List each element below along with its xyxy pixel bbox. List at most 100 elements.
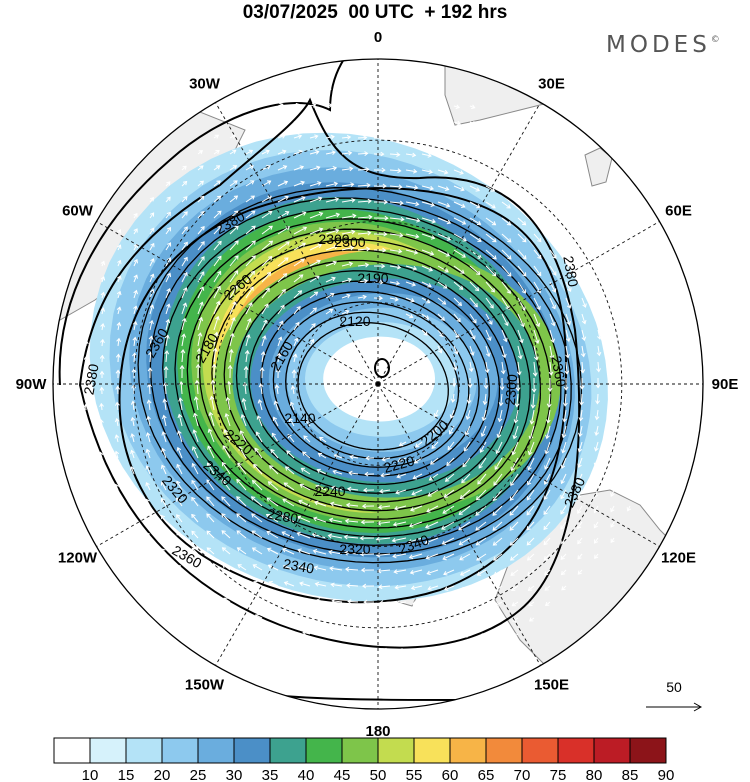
wind-vector-head <box>181 317 187 323</box>
wind-vector-head <box>613 268 618 273</box>
wind-vector <box>597 233 603 240</box>
wind-vector <box>251 530 263 539</box>
wind-vector <box>411 489 423 495</box>
wind-vector-head <box>521 204 526 209</box>
wind-vector-head <box>191 446 197 451</box>
wind-vector-head <box>270 614 275 619</box>
wind-vector <box>229 285 238 299</box>
wind-vector <box>221 479 231 491</box>
colorbar-tick-25: 25 <box>190 767 207 782</box>
wind-vector <box>318 453 327 459</box>
wind-vector-head <box>215 149 220 155</box>
wind-vector <box>273 417 279 427</box>
wind-vector-head <box>425 555 430 560</box>
wind-vector-head <box>506 187 511 192</box>
wind-vector <box>341 262 353 267</box>
wind-vector-head <box>240 414 246 419</box>
wind-vector-head <box>551 305 556 310</box>
wind-vector-head <box>176 446 182 452</box>
wind-vector-head <box>485 352 491 358</box>
wind-vector-head <box>544 601 550 606</box>
wind-vector-head <box>597 319 603 324</box>
wind-vector-head <box>499 386 505 391</box>
wind-vector-head <box>460 269 465 274</box>
wind-vector-head <box>415 443 420 448</box>
wind-vector-head <box>464 648 469 654</box>
wind-vector-head <box>343 550 349 556</box>
wind-vector <box>469 345 474 356</box>
wind-vector-head <box>380 616 385 621</box>
wind-vector-head <box>177 581 182 586</box>
wind-vector-head <box>217 240 222 246</box>
wind-vector-head <box>462 237 467 242</box>
wind-vector-head <box>191 462 196 468</box>
wind-vector-head <box>383 663 389 669</box>
wind-vector <box>297 549 311 555</box>
contour-label-text: 2240 <box>314 483 345 499</box>
wind-vector <box>389 297 399 301</box>
wind-vector <box>117 338 120 347</box>
wind-vector <box>177 447 183 459</box>
wind-vector <box>517 233 527 243</box>
wind-vector-head <box>398 442 404 447</box>
wind-vector <box>245 318 251 331</box>
wind-vector <box>146 549 151 555</box>
wind-vector-head <box>392 103 398 109</box>
wind-vector-head <box>443 284 448 289</box>
wind-vector <box>437 201 450 207</box>
wind-vector <box>595 425 599 436</box>
wind-vector <box>533 297 541 310</box>
wind-vector-head <box>482 400 488 406</box>
wind-vector-head <box>460 586 466 592</box>
wind-vector-head <box>446 236 452 241</box>
wind-vector <box>213 256 222 267</box>
wind-vector <box>501 217 511 226</box>
wind-vector-head <box>382 183 387 189</box>
wind-vector-head <box>255 431 260 436</box>
wind-vector <box>509 521 519 531</box>
wind-vector <box>261 195 272 203</box>
wind-vector-head <box>282 498 287 503</box>
copyright-mark: © <box>710 35 720 45</box>
wind-vector-head <box>177 413 183 419</box>
wind-vector-head <box>441 300 447 305</box>
wind-vector-head <box>317 243 323 248</box>
wind-vector <box>597 249 603 257</box>
wind-vector <box>309 275 320 283</box>
wind-vector <box>285 466 295 475</box>
colorbar-swatch-8 <box>341 737 379 764</box>
wind-vector <box>627 489 631 496</box>
wind-vector <box>610 473 615 481</box>
wind-vector-head <box>256 415 262 420</box>
wind-vector-head <box>222 580 228 586</box>
wind-vector <box>496 617 503 622</box>
wind-vector-head <box>236 547 242 552</box>
wind-vector-head <box>537 237 542 243</box>
wind-vector-head <box>161 581 167 587</box>
wind-vector <box>397 617 407 620</box>
wind-vector <box>485 185 495 192</box>
wind-vector-head <box>344 518 350 524</box>
contour-2360-outer <box>118 187 568 604</box>
wind-vector-head <box>394 296 399 302</box>
wind-vector <box>549 297 556 309</box>
wind-vector <box>228 381 231 395</box>
wind-vector <box>161 548 167 555</box>
wind-vector <box>450 409 455 419</box>
wind-vector <box>237 547 247 555</box>
wind-vector <box>421 233 435 239</box>
wind-vector <box>277 150 286 155</box>
wind-vector <box>544 473 551 485</box>
wind-vector-head <box>399 200 404 206</box>
wind-vector-head <box>458 541 464 546</box>
colorbar-tick-35: 35 <box>262 767 279 782</box>
wind-vector-head <box>223 428 228 434</box>
wind-vector-head <box>527 466 532 471</box>
wind-vector <box>462 601 471 606</box>
wind-vector <box>459 537 471 546</box>
wind-vector <box>345 568 359 571</box>
wind-vector <box>469 169 479 175</box>
wind-vectors <box>83 87 665 669</box>
wind-vector-head <box>234 240 239 245</box>
wind-vector-head <box>366 246 371 252</box>
